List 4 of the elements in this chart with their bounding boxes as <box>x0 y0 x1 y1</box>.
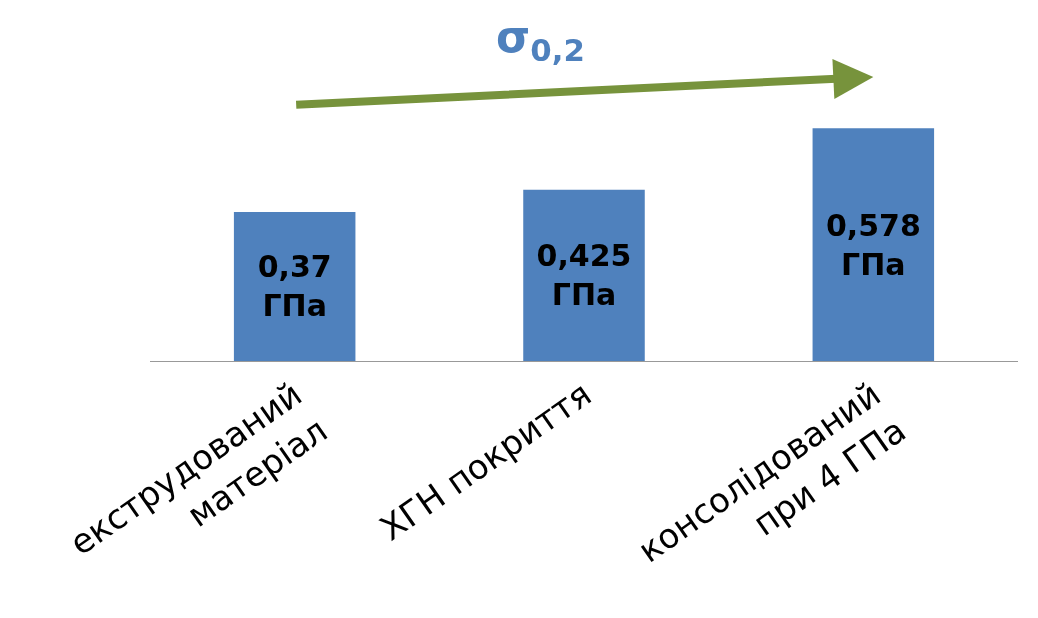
data-label: 0,37 ГПа <box>257 249 332 324</box>
data-label: 0,425 ГПа <box>536 238 632 313</box>
data-label: 0,578 ГПа <box>825 207 921 282</box>
chart-title: σ$_{0,2}$ <box>496 11 585 69</box>
